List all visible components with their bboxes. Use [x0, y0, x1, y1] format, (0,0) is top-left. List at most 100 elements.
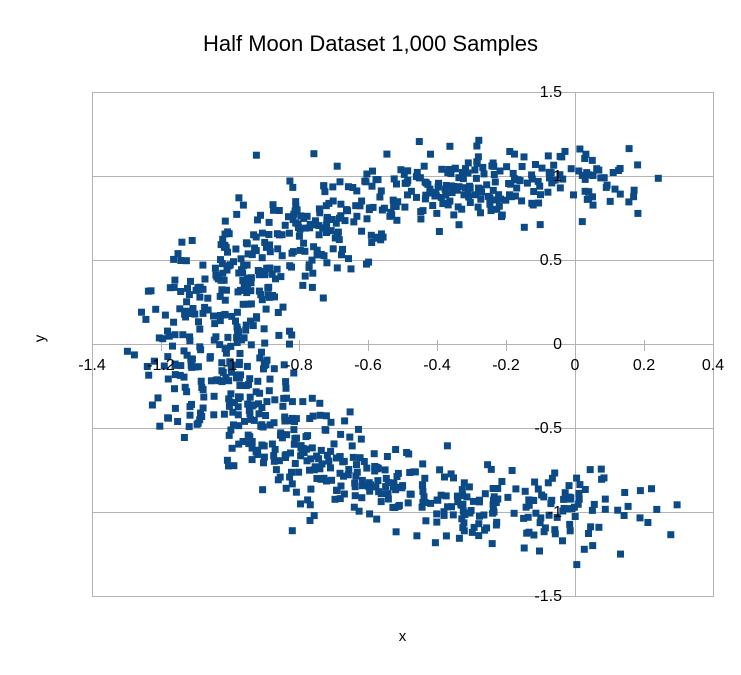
data-point [475, 184, 482, 192]
data-point [252, 233, 260, 241]
data-point [600, 474, 608, 482]
data-point [471, 191, 479, 199]
data-point [472, 174, 480, 182]
data-point [234, 411, 242, 419]
data-point [506, 148, 514, 155]
data-point [614, 506, 622, 514]
data-point [349, 453, 357, 461]
x-tick-label: -1.4 [78, 357, 106, 374]
data-point [180, 347, 188, 355]
data-point [270, 365, 278, 373]
data-point [443, 442, 451, 450]
data-point [473, 142, 481, 150]
data-point [290, 426, 298, 434]
data-point [247, 341, 255, 349]
data-point [477, 209, 484, 217]
data-point [368, 239, 376, 246]
data-point [484, 192, 492, 200]
data-point [512, 485, 520, 493]
data-point [466, 182, 473, 190]
data-point [186, 411, 194, 419]
data-point [566, 520, 574, 528]
chart-title: Half Moon Dataset 1,000 Samples [202, 31, 539, 56]
data-point [275, 457, 283, 465]
data-point [390, 175, 398, 183]
data-point [458, 168, 466, 176]
data-point [230, 258, 237, 266]
data-point [320, 252, 328, 260]
y-tick-label: -1 [548, 504, 562, 521]
data-point [179, 331, 187, 339]
data-point [548, 474, 556, 482]
data-point [493, 205, 501, 213]
data-point [302, 445, 310, 453]
data-point [521, 487, 529, 495]
data-point [204, 294, 212, 302]
data-point [260, 459, 267, 467]
data-point [152, 305, 160, 313]
data-point [313, 475, 321, 482]
data-point [426, 189, 434, 197]
data-point [538, 164, 546, 172]
data-point [234, 403, 242, 411]
data-point [379, 233, 387, 241]
data-point [235, 374, 243, 382]
data-point [216, 292, 224, 300]
data-point [415, 174, 423, 182]
data-point [251, 244, 259, 252]
data-point [401, 179, 409, 187]
data-point [313, 246, 321, 254]
data-point [329, 197, 337, 205]
data-point [336, 178, 344, 186]
data-point [220, 276, 228, 284]
data-point [258, 229, 266, 237]
data-point [394, 198, 402, 206]
data-point [289, 248, 297, 256]
data-point [383, 150, 391, 158]
data-point [525, 501, 533, 509]
data-point [546, 174, 553, 182]
data-point [243, 284, 251, 292]
data-point [286, 473, 294, 481]
data-point [233, 339, 241, 346]
data-point [242, 326, 250, 334]
data-point [217, 312, 224, 319]
data-point [464, 189, 472, 197]
data-point [275, 331, 283, 339]
data-point [164, 327, 171, 335]
data-point [196, 293, 204, 301]
data-point [513, 184, 521, 192]
data-point [361, 177, 369, 185]
data-point [347, 265, 355, 273]
data-point [374, 477, 382, 485]
x-tick-label: 0.4 [702, 357, 724, 374]
data-point [282, 378, 290, 386]
data-point [556, 171, 564, 179]
data-point [170, 283, 178, 291]
data-point [561, 147, 569, 155]
data-point [630, 186, 638, 194]
data-point [292, 488, 300, 496]
x-tick-label: -1 [223, 357, 237, 374]
x-tick-label: -0.6 [354, 357, 382, 374]
data-point [616, 190, 624, 198]
data-point [266, 264, 274, 272]
data-point [321, 426, 329, 434]
data-point [532, 161, 539, 168]
data-point [305, 263, 313, 271]
data-point [536, 221, 544, 229]
data-point [165, 332, 173, 340]
data-point [578, 171, 586, 179]
data-point [204, 306, 212, 314]
data-point [185, 423, 193, 431]
data-point [337, 200, 345, 208]
data-point [265, 293, 273, 301]
data-point [467, 507, 475, 514]
data-point [270, 457, 278, 465]
data-point [320, 474, 328, 482]
data-point [221, 230, 229, 238]
data-point [323, 259, 331, 267]
data-point [453, 492, 461, 500]
data-point [249, 322, 257, 330]
